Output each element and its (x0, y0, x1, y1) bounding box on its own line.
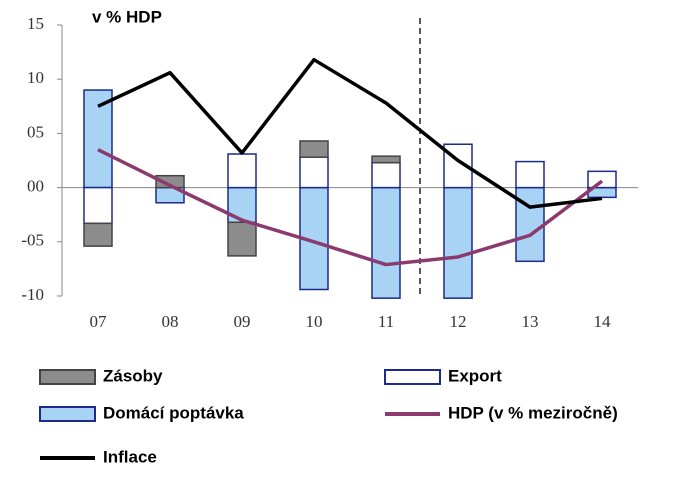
bar-segment (587, 170, 617, 189)
legend-label: Export (448, 366, 502, 385)
bar-segment (299, 156, 329, 189)
y-tick-label: -05 (21, 231, 44, 250)
legend-label: Zásoby (103, 366, 163, 385)
x-tick-label: 14 (594, 312, 612, 331)
line (97, 57, 603, 209)
y-tick-label: 00 (27, 177, 44, 196)
bar-segment (371, 161, 401, 189)
bar-segment (371, 155, 401, 164)
x-tick-label: 11 (378, 312, 394, 331)
x-tick-label: 07 (90, 312, 108, 331)
y-tick-label: 15 (27, 14, 44, 33)
bar-segment (155, 174, 185, 189)
bar-segment (443, 186, 473, 299)
legend-label: HDP (v % meziročně) (448, 403, 618, 422)
x-tick-label: 13 (522, 312, 539, 331)
bar-segment (83, 186, 113, 225)
legend-label: Domácí poptávka (103, 403, 244, 422)
legend-swatch (39, 406, 96, 422)
bar-segment (299, 140, 329, 158)
x-tick-label: 09 (234, 312, 251, 331)
bar-segment (83, 222, 113, 247)
bar-segment (227, 221, 257, 257)
bar-segment (515, 160, 545, 189)
x-tick-label: 10 (306, 312, 323, 331)
bar-segment (515, 186, 545, 263)
x-tick-label: 08 (162, 312, 179, 331)
legend-label: Inflace (103, 447, 157, 466)
bar-segment (371, 186, 401, 299)
y-tick-label: 10 (27, 68, 44, 87)
legend-swatch (39, 369, 96, 385)
bar-segment (227, 153, 257, 189)
chart-title: v % HDP (92, 7, 162, 26)
y-tick-label: 05 (27, 122, 44, 141)
legend-swatch (384, 369, 441, 385)
y-tick-label: -10 (21, 285, 44, 304)
x-tick-label: 12 (450, 312, 467, 331)
line (97, 148, 604, 267)
